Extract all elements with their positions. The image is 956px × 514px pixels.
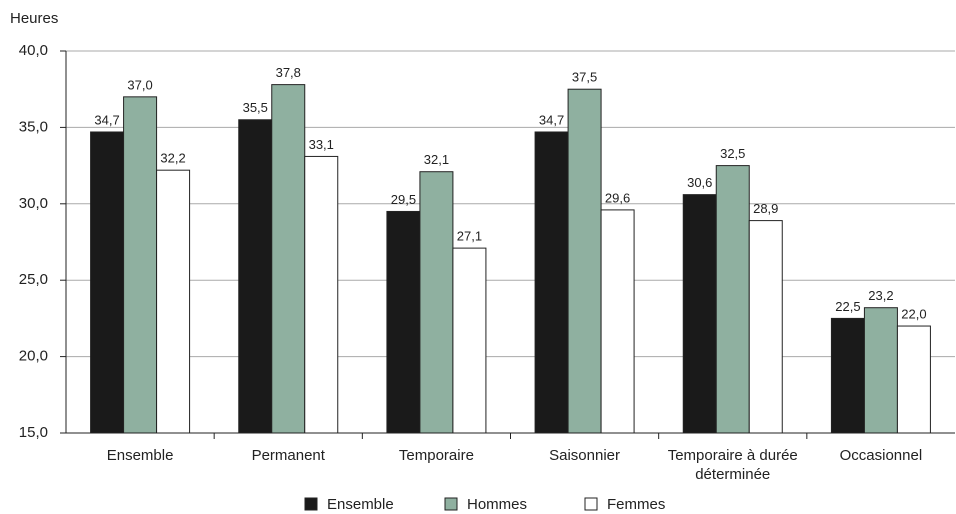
value-label: 27,1: [457, 229, 482, 244]
bar: [567, 88, 602, 434]
legend-label: Ensemble: [327, 496, 394, 513]
value-label: 37,5: [572, 70, 597, 85]
value-label: 22,0: [901, 306, 926, 321]
x-tick-label: Temporaire: [398, 447, 474, 464]
bar: [682, 194, 717, 434]
legend-swatch: [304, 497, 318, 511]
bar: [238, 119, 273, 434]
value-label: 22,5: [835, 299, 860, 314]
bar: [90, 131, 125, 434]
y-tick-label: 20,0: [19, 348, 48, 365]
y-tick-label: 15,0: [19, 424, 48, 441]
x-tick-label: Permanent: [251, 447, 325, 464]
bar: [304, 155, 339, 434]
bar: [715, 165, 750, 434]
legend-label: Femmes: [607, 496, 665, 513]
x-tick-label: Occasionnel: [839, 447, 923, 464]
y-tick-label: 40,0: [19, 42, 48, 59]
y-tick-label: 35,0: [19, 118, 48, 135]
value-label: 29,5: [391, 192, 416, 207]
bar: [123, 96, 158, 434]
x-tick-label: Ensemble: [106, 447, 174, 464]
y-axis-label: Heures: [10, 10, 58, 27]
bar: [156, 169, 191, 434]
bar: [386, 210, 421, 434]
value-label: 32,5: [720, 146, 745, 161]
bar: [452, 247, 487, 434]
bar: [600, 209, 635, 434]
y-tick-label: 30,0: [19, 195, 48, 212]
value-label: 23,2: [868, 288, 893, 303]
value-label: 35,5: [243, 100, 268, 115]
value-label: 34,7: [94, 112, 119, 127]
bar: [271, 84, 306, 434]
value-label: 32,1: [424, 152, 449, 167]
bar: [830, 317, 865, 434]
x-tick-label: Temporaire à durée déterminée: [667, 447, 798, 483]
bar: [863, 307, 898, 434]
value-label: 37,8: [276, 65, 301, 80]
bar: [748, 220, 783, 434]
bar: [534, 131, 569, 434]
x-tick-label: Saisonnier: [549, 447, 621, 464]
legend-swatch: [444, 497, 458, 511]
value-label: 30,6: [687, 175, 712, 190]
value-label: 29,6: [605, 190, 630, 205]
value-label: 37,0: [127, 77, 152, 92]
value-label: 33,1: [309, 137, 334, 152]
bar: [896, 325, 931, 434]
value-label: 34,7: [539, 112, 564, 127]
legend-label: Hommes: [467, 496, 527, 513]
bar: [419, 171, 454, 434]
y-tick-label: 25,0: [19, 271, 48, 288]
value-label: 28,9: [753, 201, 778, 216]
value-label: 32,2: [160, 151, 185, 166]
legend-swatch: [584, 497, 598, 511]
